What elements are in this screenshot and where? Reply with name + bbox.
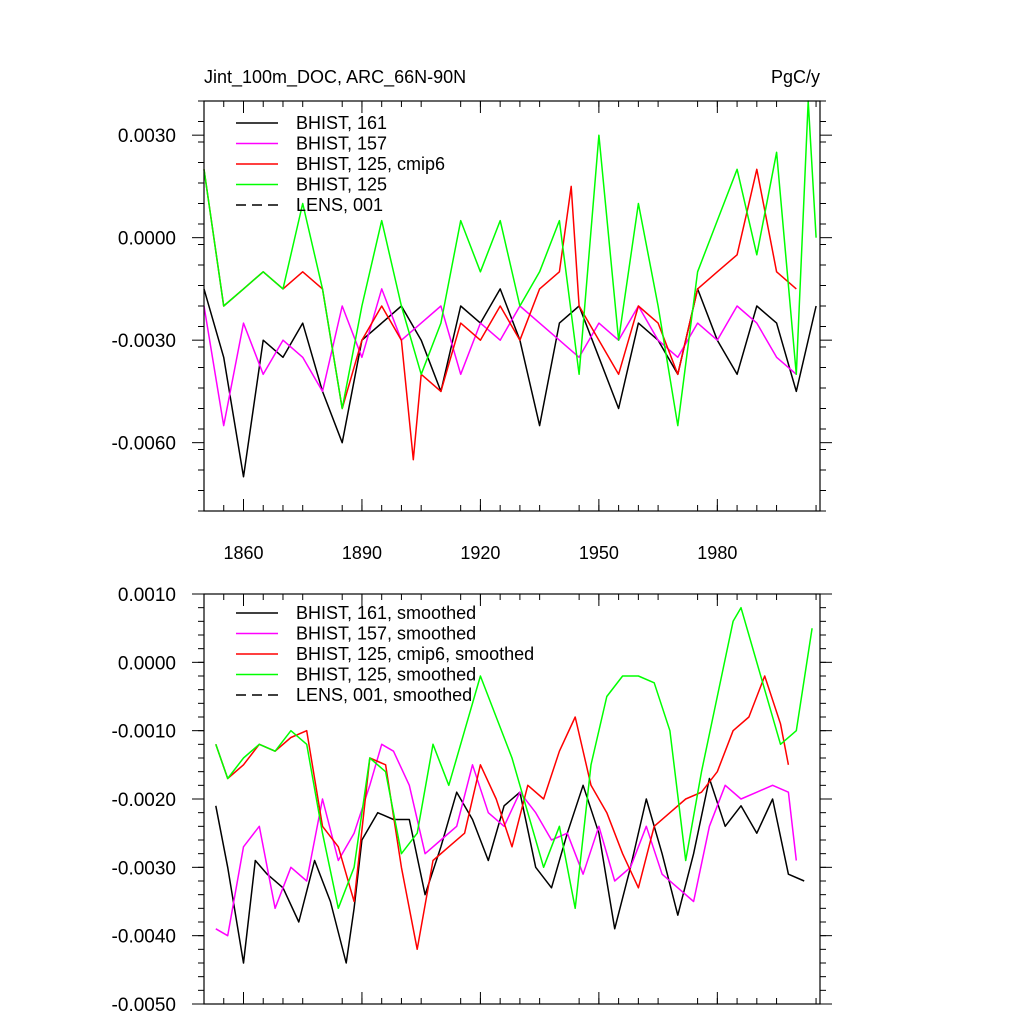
y-tick-label: 0.0000 [118,229,176,250]
y-tick-label: -0.0030 [112,858,176,879]
y-tick-label: 0.0030 [118,126,176,147]
legend-label: LENS, 001 [296,195,383,215]
top-panel: Jint_100m_DOC, ARC_66N-90N PgC/y 0.00300… [112,67,832,563]
legend-label: LENS, 001, smoothed [296,685,472,705]
y-tick-label: -0.0030 [112,331,176,352]
series-line [215,606,813,910]
bottom-panel-y-tick-labels: 0.0010 0.0000 -0.0010 -0.0020 -0.0030 -0.0040… [112,585,176,1016]
top-panel-axis-ticks [192,100,832,512]
bottom-panel-axis-ticks [192,593,832,1005]
series-line [203,288,817,478]
bottom-panel: 0.0010 0.0000 -0.0010 -0.0020 -0.0030 -0.0040… [112,585,832,1016]
legend-label: BHIST, 161, smoothed [296,603,476,623]
x-tick-label: 1950 [579,543,619,563]
top-panel-title: Jint_100m_DOC, ARC_66N-90N [204,67,466,88]
legend-label: BHIST, 161 [296,113,387,133]
legend-label: BHIST, 125, cmip6 [296,154,445,174]
y-tick-label: -0.0050 [112,995,176,1016]
top-panel-units: PgC/y [771,67,820,87]
top-panel-frame [203,100,821,512]
series-line [215,743,798,937]
y-tick-label: -0.0020 [112,790,176,811]
legend-label: BHIST, 157, smoothed [296,624,476,644]
series-line [203,288,797,427]
legend-label: BHIST, 125, smoothed [296,665,476,685]
y-tick-label: 0.0000 [118,653,176,674]
x-tick-label: 1920 [460,543,500,563]
y-tick-label: 0.0010 [118,585,176,606]
bottom-panel-series [215,606,813,964]
y-tick-label: -0.0010 [112,722,176,743]
y-tick-label: -0.0040 [112,927,176,948]
y-tick-label: -0.0060 [112,434,176,455]
legend-label: BHIST, 125 [296,175,387,195]
x-tick-label: 1860 [223,543,263,563]
series-line [215,777,805,964]
top-panel-x-tick-labels: 1860 1890 1920 1950 1980 [223,543,737,563]
top-panel-y-tick-labels: 0.0030 0.0000 -0.0030 -0.0060 [112,126,176,455]
top-panel-series [203,100,817,478]
x-tick-label: 1890 [342,543,382,563]
series-line [215,675,790,951]
x-tick-label: 1980 [697,543,737,563]
series-line [203,100,817,427]
legend-label: BHIST, 157 [296,134,387,154]
bottom-panel-frame [203,593,821,1005]
legend-label: BHIST, 125, cmip6, smoothed [296,644,534,664]
